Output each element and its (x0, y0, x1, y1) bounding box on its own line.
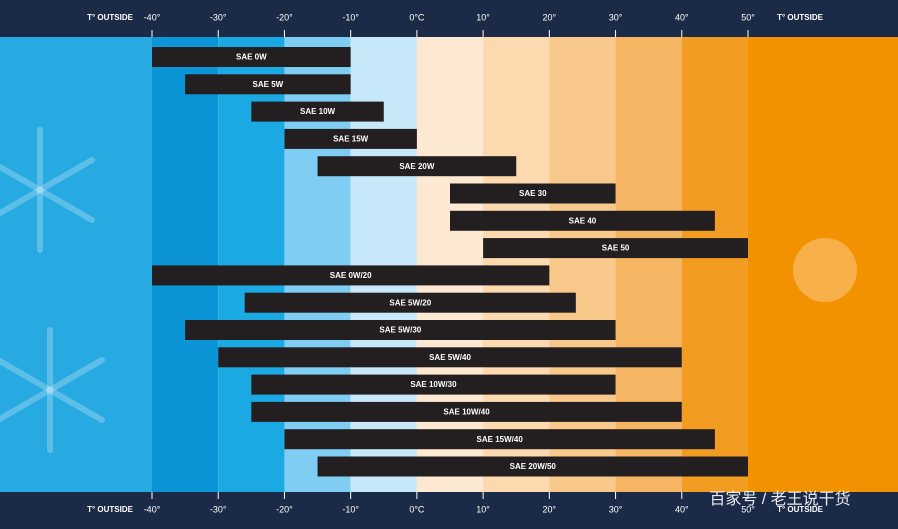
band (681, 0, 748, 529)
band (483, 0, 550, 529)
axis-label: T° OUTSIDE (777, 505, 824, 514)
range-bar (185, 74, 351, 95)
bar-label: SAE 5W/40 (429, 353, 471, 362)
range-bar (152, 47, 351, 67)
bar-label: SAE 20W (399, 162, 435, 171)
band (350, 0, 417, 529)
x-tick-label: 50° (741, 12, 755, 22)
x-tick-label: 40° (675, 12, 689, 22)
bar-label: SAE 40 (569, 216, 597, 225)
x-tick-label: 20° (543, 12, 557, 22)
band (549, 0, 616, 529)
range-bar (450, 183, 616, 204)
bar-label: SAE 50 (602, 244, 630, 253)
x-tick-label: 30° (609, 504, 623, 514)
x-tick-label: -30° (210, 504, 227, 514)
bar-label: SAE 10W/40 (443, 408, 490, 417)
band (615, 0, 682, 529)
bar-label: SAE 0W/20 (330, 271, 372, 280)
x-tick-label: 10° (476, 504, 490, 514)
bar-label: SAE 20W/50 (510, 462, 557, 471)
bar-label: SAE 0W (236, 53, 267, 62)
watermark: 百家号 / 老王说干货 (709, 490, 850, 508)
bar-label: SAE 15W (333, 135, 369, 144)
range-bar (218, 347, 682, 368)
range-bar (317, 156, 517, 177)
bar-label: SAE 15W/40 (477, 435, 524, 444)
band (416, 0, 484, 529)
x-tick-label: 0°C (409, 12, 425, 22)
range-bar (244, 292, 576, 313)
range-bar (251, 401, 682, 422)
bar-label: SAE 5W/20 (389, 298, 431, 307)
axis-label: T° OUTSIDE (87, 13, 134, 22)
x-tick-label: 10° (476, 12, 490, 22)
x-tick-label: -40° (144, 504, 161, 514)
sun (793, 238, 857, 302)
top-strip (0, 0, 898, 37)
band (0, 0, 152, 529)
range-bar (251, 374, 616, 395)
range-bar (317, 456, 748, 477)
x-tick-label: 50° (741, 504, 755, 514)
range-bar (483, 238, 748, 259)
bar-label: SAE 5W (253, 80, 284, 89)
x-tick-label: -20° (276, 504, 293, 514)
range-bar (450, 210, 715, 231)
x-tick-label: -10° (342, 12, 359, 22)
axis-label: T° OUTSIDE (777, 13, 824, 22)
bar-label: SAE 30 (519, 189, 547, 198)
x-tick-label: 0°C (409, 504, 425, 514)
x-tick-label: -10° (342, 504, 359, 514)
x-tick-label: -40° (144, 12, 161, 22)
x-tick-label: -20° (276, 12, 293, 22)
x-tick-label: -30° (210, 12, 227, 22)
snowflakes (0, 127, 105, 453)
range-bar (284, 128, 417, 149)
bar-label: SAE 10W/30 (410, 380, 457, 389)
bar-label: SAE 10W (300, 107, 336, 116)
range-bar (284, 429, 715, 450)
x-tick-label: 20° (543, 504, 557, 514)
range-bar (251, 101, 384, 122)
axis-label: T° OUTSIDE (87, 505, 134, 514)
range-bar (185, 320, 616, 340)
x-tick-label: 40° (675, 504, 689, 514)
range-bar (152, 265, 550, 286)
bar-label: SAE 5W/30 (379, 326, 421, 335)
x-tick-label: 30° (609, 12, 623, 22)
